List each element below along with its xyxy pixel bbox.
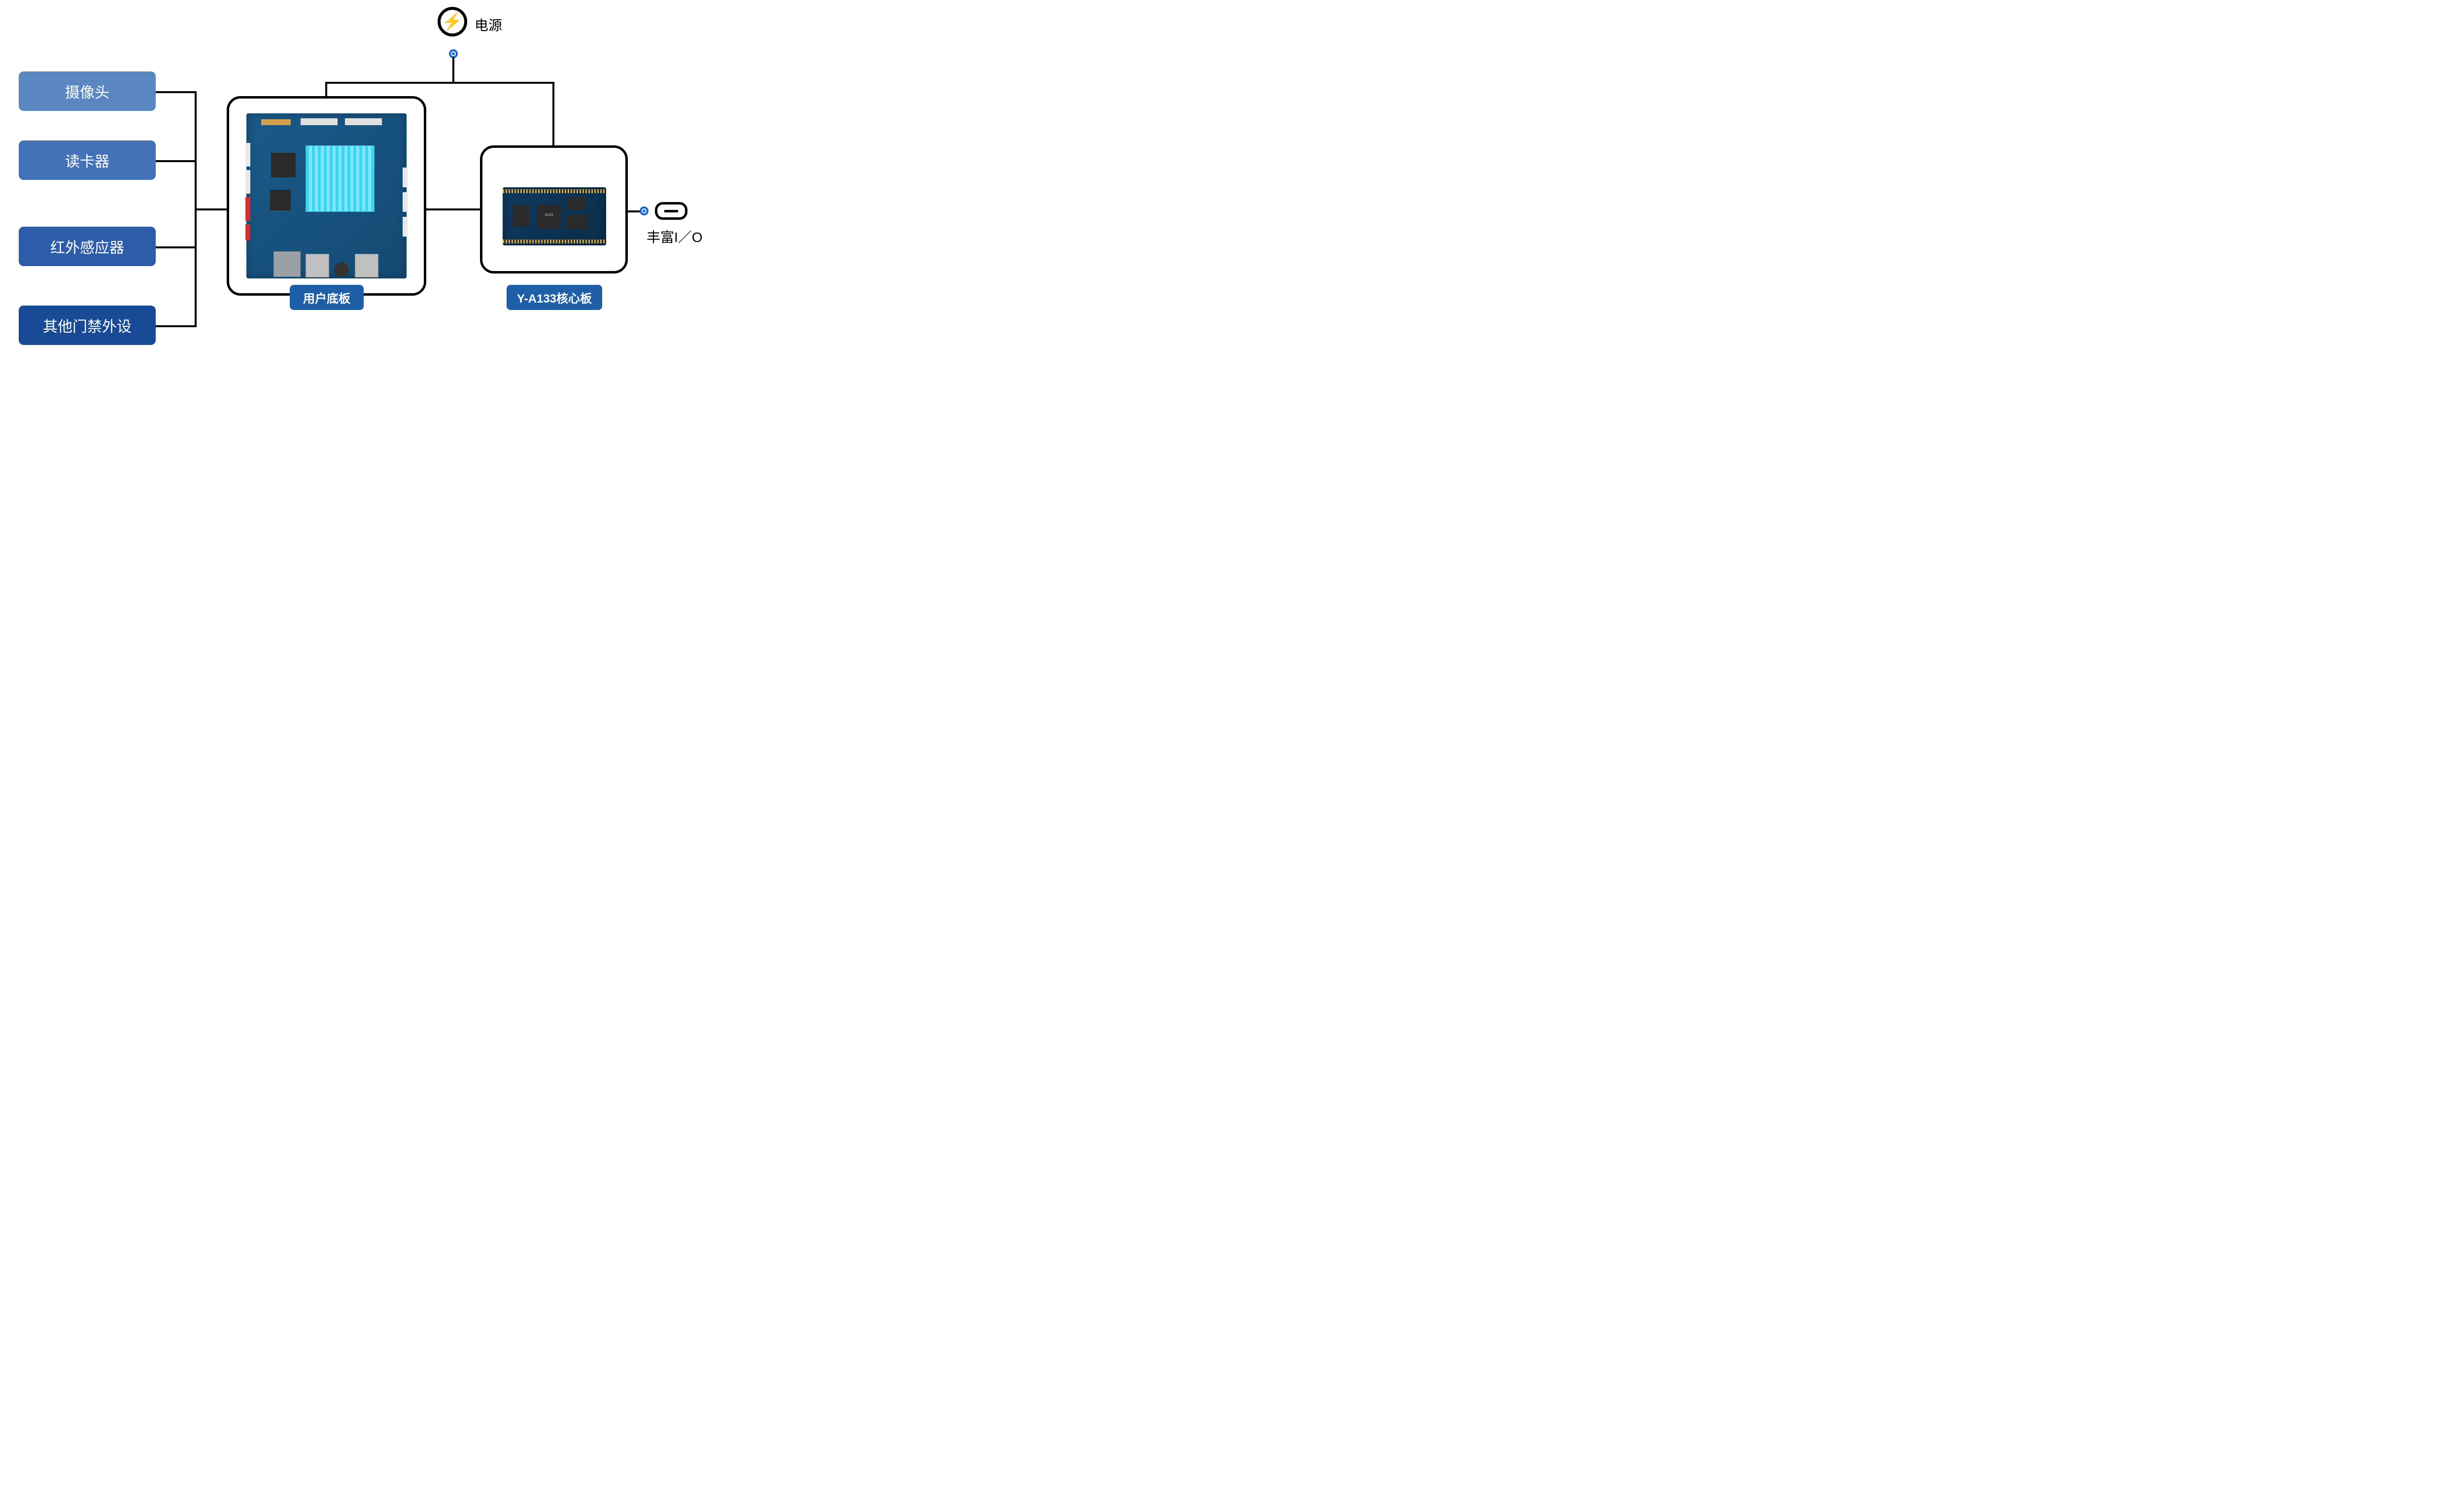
peripheral-box-1: 读卡器 bbox=[19, 140, 156, 180]
io-icon bbox=[655, 202, 687, 220]
power-line-down bbox=[452, 57, 454, 84]
user-board-label: 用户底板 bbox=[290, 285, 364, 310]
bus-to-userboard bbox=[195, 208, 228, 210]
user-to-core-line bbox=[426, 208, 481, 210]
power-label: 电源 bbox=[475, 15, 502, 34]
power-line-horizontal bbox=[325, 82, 554, 84]
stub-2 bbox=[156, 246, 196, 248]
power-drop-right bbox=[552, 82, 554, 146]
peripheral-box-2: 红外感应器 bbox=[19, 227, 156, 266]
core-board-label: Y-A133核心板 bbox=[507, 285, 602, 310]
io-label: 丰富I／O bbox=[647, 227, 703, 246]
stub-3 bbox=[156, 325, 196, 327]
peripheral-box-0: 摄像头 bbox=[19, 71, 156, 111]
stub-1 bbox=[156, 160, 196, 162]
core-board-pcb: A133 bbox=[503, 187, 606, 245]
stub-0 bbox=[156, 91, 196, 93]
peripheral-box-3: 其他门禁外设 bbox=[19, 306, 156, 345]
bolt-icon: ⚡ bbox=[442, 13, 463, 30]
core-chip-label: A133 bbox=[537, 213, 561, 217]
power-drop-left bbox=[325, 82, 327, 97]
io-node-dot bbox=[640, 206, 649, 215]
user-board-heatsink bbox=[306, 145, 375, 212]
power-icon: ⚡ bbox=[438, 7, 467, 36]
io-line bbox=[628, 210, 641, 212]
